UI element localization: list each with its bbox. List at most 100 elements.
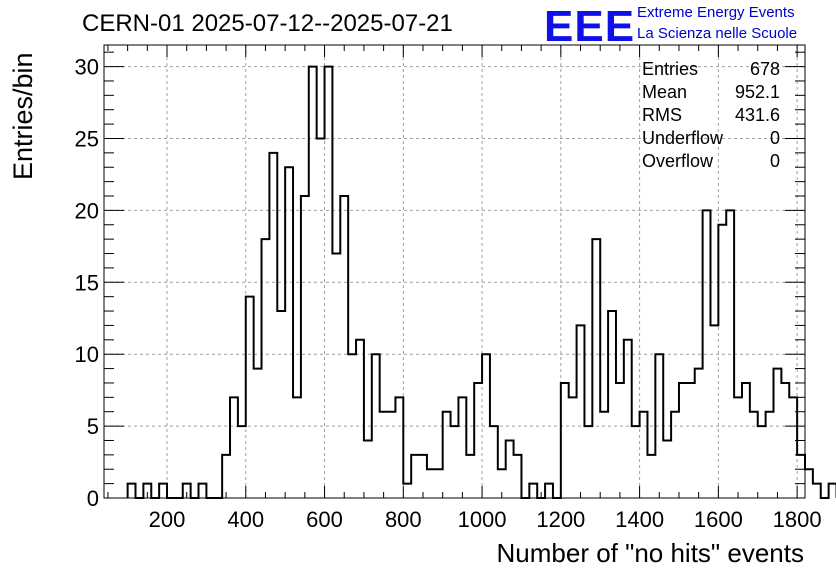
histogram-bin — [262, 239, 270, 498]
histogram-bin — [671, 412, 679, 498]
histogram-bin — [640, 412, 648, 498]
histogram-bin — [750, 412, 758, 498]
histogram-bin — [356, 340, 364, 498]
histogram-bin — [277, 311, 285, 498]
histogram-series — [126, 65, 836, 499]
histogram-bin — [411, 455, 419, 498]
histogram-bin — [301, 196, 309, 498]
chart-title: CERN-01 2025-07-12--2025-07-21 — [82, 10, 453, 37]
histogram-bin — [766, 412, 774, 498]
histogram-bin — [458, 397, 466, 498]
histogram-bin — [710, 325, 718, 498]
x-tick-label: 1400 — [615, 507, 664, 532]
y-tick-label: 0 — [87, 486, 99, 511]
histogram-bin — [616, 383, 624, 498]
x-tick-label: 200 — [149, 507, 186, 532]
stat-value: 0 — [769, 151, 780, 171]
x-axis: 200 400 600 800 1000 1200 1400 1600 1800 — [107, 45, 822, 532]
y-tick-label: 20 — [75, 198, 99, 223]
logo-text-line2: La Scienza nelle Scuole — [637, 25, 798, 42]
histogram-bin — [561, 383, 569, 498]
y-tick-label: 30 — [75, 55, 99, 80]
histogram-bin — [695, 369, 703, 498]
histogram-bin — [829, 484, 836, 498]
stat-value: 952.1 — [734, 82, 780, 102]
histogram-bin — [317, 138, 325, 498]
histogram-bin — [569, 397, 577, 498]
stat-label: RMS — [642, 105, 682, 125]
histogram-bin — [577, 325, 585, 498]
histogram-bin — [600, 412, 608, 498]
histogram-bin — [285, 167, 293, 498]
y-tick-label: 5 — [87, 414, 99, 439]
histogram-outline — [126, 65, 836, 499]
histogram-bin — [805, 469, 813, 498]
stat-label: Underflow — [642, 128, 724, 148]
stat-row-overflow: Overflow 0 — [642, 150, 780, 173]
histogram-bin — [293, 397, 301, 498]
stat-label: Mean — [642, 82, 688, 102]
stats-box: Entries 678 Mean 952.1 RMS 431.6 Underfl… — [642, 58, 780, 173]
histogram-bin — [403, 484, 411, 498]
histogram-bin — [781, 383, 789, 498]
histogram-bin — [506, 440, 514, 498]
histogram-bin — [269, 153, 277, 498]
histogram-bin — [466, 455, 474, 498]
stat-value: 431.6 — [734, 105, 780, 125]
x-tick-label: 1200 — [536, 507, 585, 532]
histogram-bin — [159, 484, 167, 498]
histogram-bin — [545, 484, 553, 498]
y-tick-label: 25 — [75, 126, 99, 151]
x-tick-label: 1600 — [694, 507, 743, 532]
histogram-bin — [584, 426, 592, 498]
histogram-bin — [490, 426, 498, 498]
x-tick-label: 1000 — [458, 507, 507, 532]
eee-logo: EEE — [544, 2, 636, 51]
histogram-bin — [435, 469, 443, 498]
histogram-bin — [514, 455, 522, 498]
stat-row-entries: Entries 678 — [642, 58, 780, 81]
histogram-bin — [380, 412, 388, 498]
histogram-bin — [592, 239, 600, 498]
histogram-bin — [332, 254, 340, 498]
histogram-bin — [624, 340, 632, 498]
stat-label: Overflow — [642, 151, 714, 171]
histogram-bin — [238, 426, 246, 498]
histogram-bin — [679, 383, 687, 498]
stat-value: 0 — [769, 128, 780, 148]
histogram-bin — [222, 455, 230, 498]
histogram-bin — [529, 484, 537, 498]
stat-row-rms: RMS 431.6 — [642, 104, 780, 127]
histogram-bin — [419, 455, 427, 498]
histogram-bin — [742, 383, 750, 498]
histogram-bin — [230, 397, 238, 498]
histogram-bin — [687, 383, 695, 498]
histogram-bin — [663, 440, 671, 498]
x-tick-label: 600 — [306, 507, 343, 532]
histogram-bin — [388, 412, 396, 498]
histogram-bin — [647, 455, 655, 498]
histogram-bin — [474, 383, 482, 498]
histogram-bin — [789, 397, 797, 498]
histogram-bin — [199, 484, 207, 498]
histogram-bin — [254, 369, 262, 498]
histogram-bin — [427, 469, 435, 498]
y-axis-label: Entries/bin — [8, 52, 38, 180]
y-tick-label: 10 — [75, 342, 99, 367]
x-tick-label: 400 — [227, 507, 264, 532]
histogram-bin — [443, 412, 451, 498]
histogram-bin — [364, 440, 372, 498]
x-tick-label: 1800 — [773, 507, 822, 532]
histogram-bin — [797, 455, 805, 498]
histogram-bin — [632, 426, 640, 498]
histogram-bin — [128, 484, 136, 498]
histogram-bin — [395, 397, 403, 498]
histogram-bin — [340, 196, 348, 498]
histogram-bin — [758, 426, 766, 498]
stat-row-underflow: Underflow 0 — [642, 127, 780, 150]
logo-text-line1: Extreme Energy Events — [637, 4, 795, 21]
x-axis-label: Number of "no hits" events — [496, 538, 805, 568]
stat-row-mean: Mean 952.1 — [642, 81, 780, 104]
histogram-bin — [718, 225, 726, 498]
